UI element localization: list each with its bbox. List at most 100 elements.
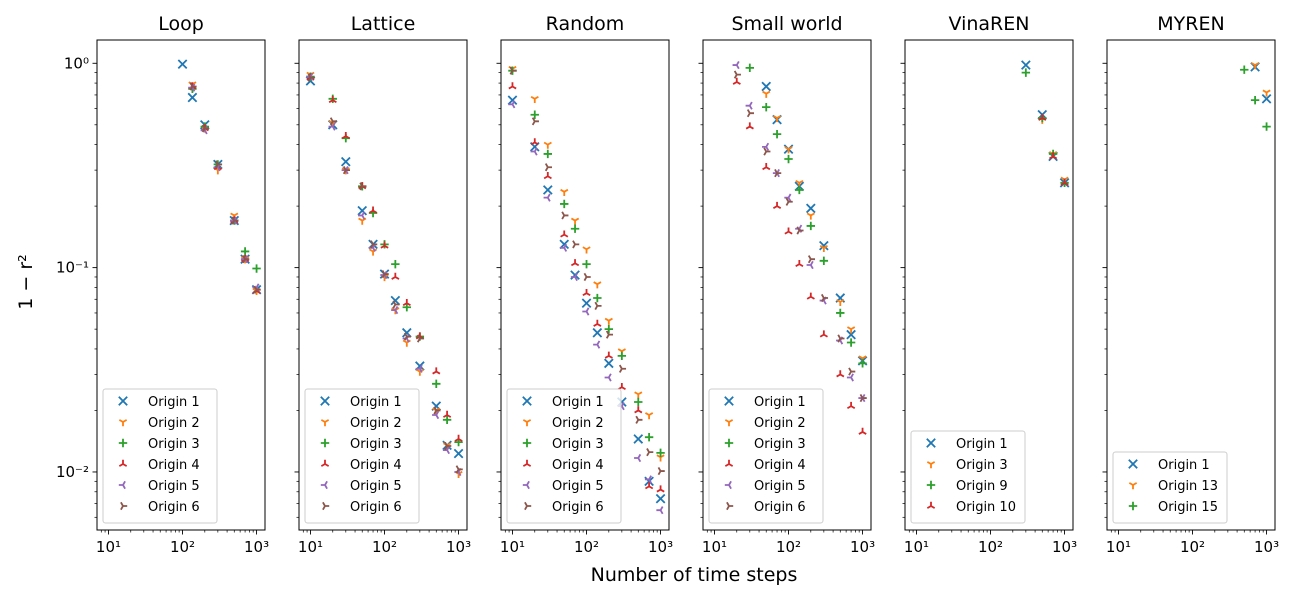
legend-marker [724,396,734,406]
data-point [390,295,401,306]
x-tick-label: 10³ [1052,538,1077,556]
series-origin-4 [188,82,261,294]
x-tick-label: 10¹ [96,538,121,556]
axes-frame [96,39,266,531]
legend-label: Origin 1 [1158,458,1210,473]
data-point [433,406,441,415]
series-origin-2 [508,65,665,462]
legend: Origin 1 Origin 3 Origin 9 Origin 10 [910,430,1026,524]
data-point [368,206,378,214]
data-point [201,124,210,133]
legend-frame [304,388,420,524]
data-point [530,95,539,104]
data-point [745,101,753,110]
legend-label: Origin 3 [956,458,1008,473]
data-point [846,401,856,410]
data-point [784,146,793,154]
axes-frame [500,39,670,531]
data-point [644,475,652,484]
data-point [846,326,856,334]
series-origin-1 [507,95,666,504]
data-point [634,406,643,414]
data-point [454,434,463,442]
data-point [570,272,578,282]
data-point [583,272,591,282]
legend-label: Origin 1 [552,395,604,410]
legend-marker [118,480,126,490]
data-point [329,117,337,126]
data-point [762,163,771,171]
x-tick-label: 10³ [648,538,673,556]
legend-label: Origin 6 [754,500,806,515]
data-point [604,324,614,334]
legend-label: Origin 2 [754,416,806,431]
y-tick-label: 10⁰ [64,54,89,72]
data-point [1250,62,1260,70]
data-point [342,166,350,175]
data-point [1021,68,1031,77]
data-point [846,373,854,382]
data-point [657,466,665,476]
data-point [772,201,782,209]
data-point [368,248,378,256]
x-tick-label: 10² [372,538,397,556]
data-point [432,379,441,389]
data-point [1021,60,1031,70]
data-point [846,338,856,347]
data-point [508,82,517,90]
series-origin-4 [732,77,867,435]
data-point [530,138,539,146]
x-axis-label: Number of time steps [591,564,798,586]
legend-label: Origin 2 [552,416,604,431]
data-point [442,415,452,424]
data-point [432,410,440,420]
data-point [1262,89,1271,97]
data-point [848,367,856,376]
legend-marker [322,501,330,511]
data-point [633,434,644,444]
panel-loop: Loop 10¹ 10² 10³ 10⁰ 10⁻¹ 10⁻² Origin 1 Origin 2… [56,13,269,556]
data-point [656,506,664,515]
data-point [785,197,793,206]
data-point [530,147,538,156]
legend-marker [926,501,936,509]
data-point [187,92,198,103]
series-origin-3 [188,84,261,273]
legend-label: Origin 5 [754,479,806,494]
legend-label: Origin 5 [552,479,604,494]
data-point [646,448,654,457]
data-point [1250,95,1260,105]
data-point [594,301,602,310]
data-point [634,397,643,407]
data-point [560,188,569,197]
data-point [732,60,740,70]
data-point [772,129,782,139]
data-point [806,260,814,270]
data-point [617,382,626,391]
series-origin-2 [762,90,867,363]
data-point [415,364,423,373]
data-point [442,410,452,418]
data-point [570,224,580,233]
data-point [796,226,804,235]
data-point [784,227,793,235]
series-origin-1 [1250,62,1272,104]
y-tick-label: 10⁻¹ [56,259,89,277]
legend-label: Origin 3 [754,437,806,452]
panel-title: MYREN [1157,13,1224,35]
data-point [401,327,412,338]
x-tick-label: 10¹ [702,538,727,556]
legend-label: Origin 4 [148,458,200,473]
y-axis-label: 1 − r² [15,254,37,310]
data-point [784,193,792,202]
legend-label: Origin 6 [350,500,402,515]
data-point [416,334,425,343]
data-point [582,246,591,254]
data-point [836,298,845,307]
legend: Origin 1 Origin 2 Origin 3 Origin 4 Origin 5… [102,388,218,524]
x-tick-label: 10³ [850,538,875,556]
data-point [656,448,665,458]
legend-marker [118,438,128,448]
data-point [634,391,643,399]
data-point [560,199,569,209]
